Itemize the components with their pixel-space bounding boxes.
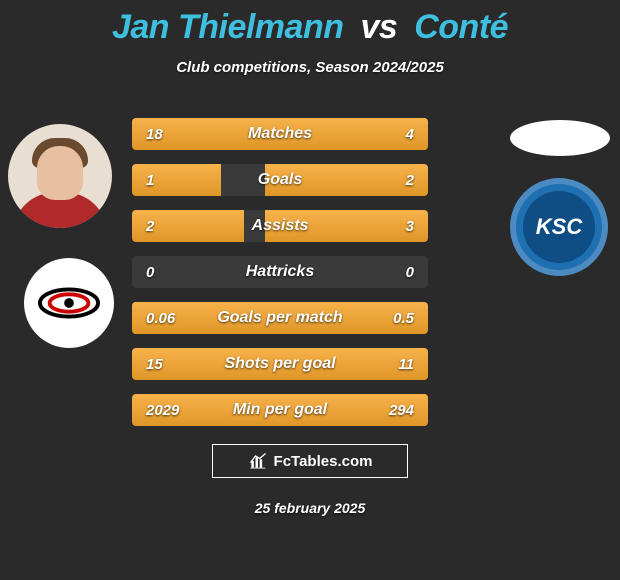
player1-name: Jan Thielmann bbox=[112, 8, 344, 46]
player2-club-badge: KSC bbox=[510, 178, 608, 276]
comparison-title: Jan Thielmann vs Conté bbox=[0, 0, 620, 47]
hurricane-icon bbox=[38, 272, 100, 334]
stat-value-right: 0 bbox=[392, 256, 428, 288]
date-label: 25 february 2025 bbox=[0, 500, 620, 516]
vs-label: vs bbox=[360, 8, 397, 46]
stat-value-right: 2 bbox=[392, 164, 428, 196]
stats-container: Matches184Goals12Assists23Hattricks00Goa… bbox=[132, 118, 428, 440]
stat-row: Goals per match0.060.5 bbox=[132, 302, 428, 334]
stat-label: Hattricks bbox=[132, 256, 428, 288]
player1-club-badge bbox=[24, 258, 114, 348]
player2-oval bbox=[510, 120, 610, 156]
stat-row: Assists2 3 bbox=[132, 210, 428, 242]
player2-name: Conté bbox=[414, 8, 508, 46]
stat-row: Hattricks0 0 bbox=[132, 256, 428, 288]
stat-label: Assists bbox=[132, 210, 428, 242]
stat-row: Min per goal2029294 bbox=[132, 394, 428, 426]
stat-value-right: 11 bbox=[384, 348, 428, 380]
stat-value-left: 2 bbox=[132, 210, 168, 242]
player1-avatar bbox=[8, 124, 112, 228]
stat-value-left: 1 bbox=[132, 164, 168, 196]
stat-value-left: 18 bbox=[132, 118, 177, 150]
stat-row: Matches184 bbox=[132, 118, 428, 150]
stat-value-left: 0 bbox=[132, 256, 168, 288]
chart-icon bbox=[248, 451, 268, 471]
stat-value-right: 294 bbox=[375, 394, 428, 426]
stat-value-right: 4 bbox=[392, 118, 428, 150]
brand-label: FcTables.com bbox=[274, 453, 373, 470]
stat-row: Shots per goal1511 bbox=[132, 348, 428, 380]
ksc-badge-text: KSC bbox=[523, 191, 595, 263]
stat-value-right: 3 bbox=[392, 210, 428, 242]
subtitle: Club competitions, Season 2024/2025 bbox=[0, 59, 620, 76]
stat-value-right: 0.5 bbox=[379, 302, 428, 334]
stat-label: Goals bbox=[132, 164, 428, 196]
brand-box[interactable]: FcTables.com bbox=[212, 444, 408, 478]
stat-value-left: 15 bbox=[132, 348, 177, 380]
stat-value-left: 0.06 bbox=[132, 302, 189, 334]
stat-row: Goals1 2 bbox=[132, 164, 428, 196]
stat-value-left: 2029 bbox=[132, 394, 193, 426]
